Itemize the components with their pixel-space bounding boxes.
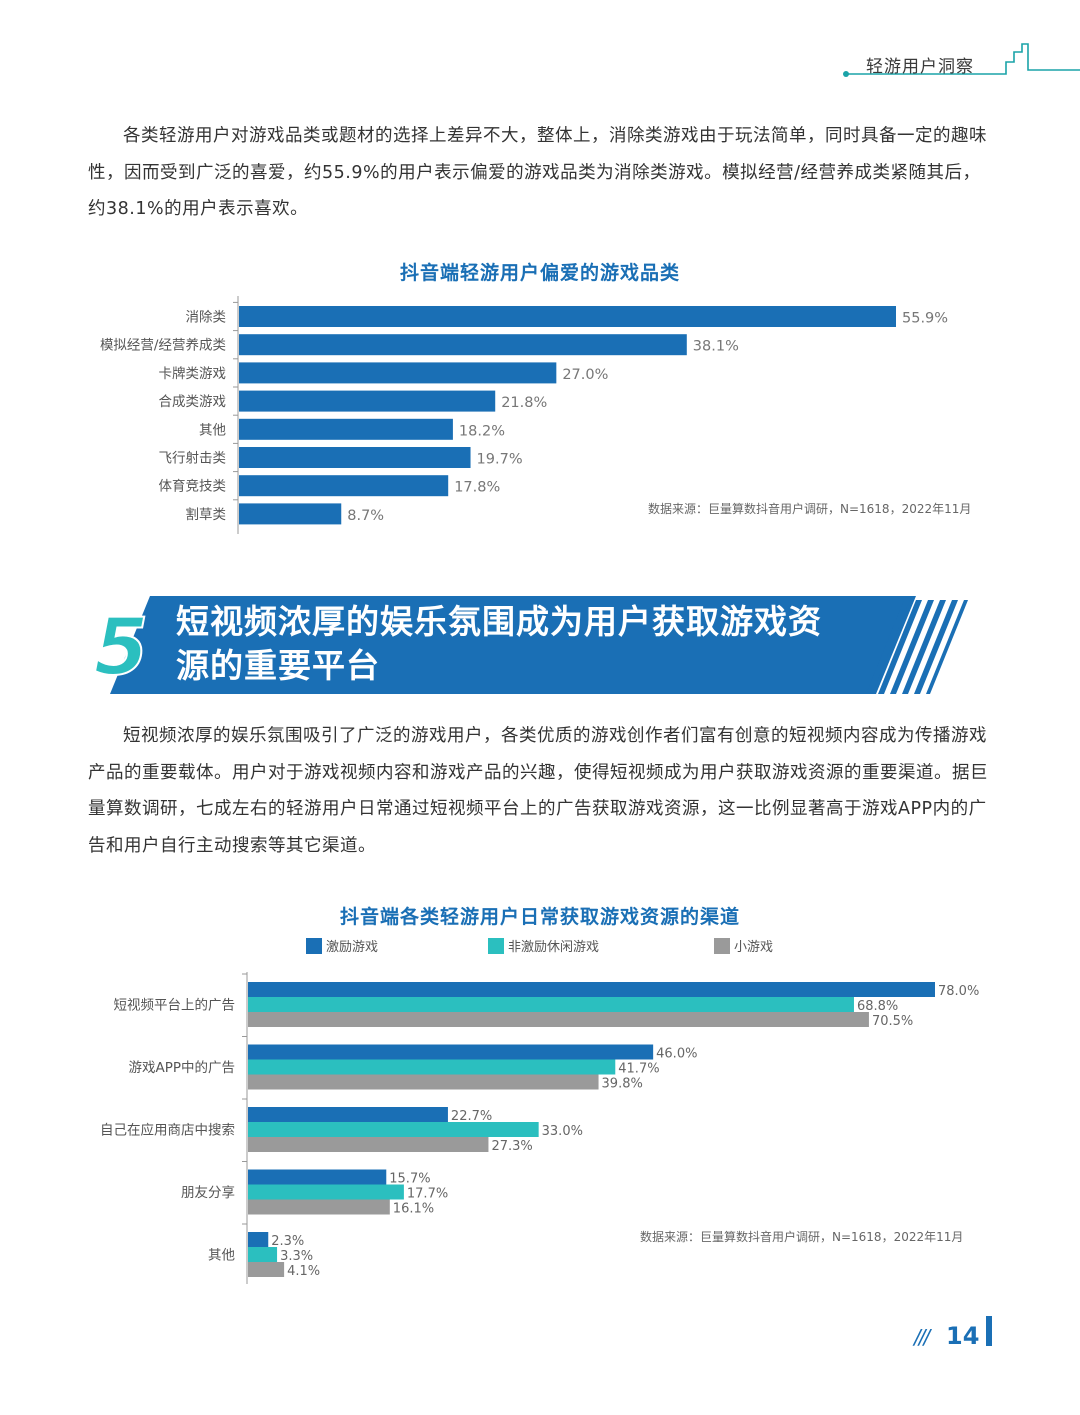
- chart1-bar: [239, 362, 557, 384]
- section-number-icon: 5: [94, 603, 148, 693]
- chart1-value-label: 55.9%: [902, 311, 948, 327]
- chart2-bar: [248, 1232, 269, 1247]
- chart2-category-label: 自己在应用商店中搜索: [100, 1122, 235, 1139]
- chart1-value-label: 8.7%: [347, 508, 384, 524]
- chart2-value-label: 4.1%: [287, 1264, 320, 1279]
- chart2-value-label: 27.3%: [491, 1139, 532, 1154]
- chart1-bar: [239, 418, 453, 440]
- section-title-line2: 源的重要平台: [176, 646, 380, 685]
- chart2-bar: [248, 982, 935, 997]
- chart1-source: 数据来源：巨量算数抖音用户调研，N=1618，2022年11月: [648, 502, 972, 516]
- chart2-bar: [248, 997, 854, 1012]
- header-title: 轻游用户洞察: [866, 57, 974, 77]
- chart1-category-label: 割草类: [186, 506, 227, 523]
- chart1-value-label: 21.8%: [501, 395, 547, 411]
- intro-paragraph: 各类轻游用户对游戏品类或题材的选择上差异不大，整体上，消除类游戏由于玩法简单，同…: [88, 126, 987, 219]
- chart1-bar: [239, 503, 342, 525]
- legend-label: 小游戏: [734, 940, 774, 955]
- chart1-title: 抖音端轻游用户偏爱的游戏品类: [399, 262, 680, 284]
- chart1-bar: [239, 390, 496, 412]
- chart1-value-label: 17.8%: [454, 480, 500, 496]
- legend-label: 非激励休闲游戏: [508, 940, 600, 955]
- chart1-value-label: 38.1%: [693, 339, 739, 355]
- chart2-bar: [248, 1184, 404, 1200]
- legend-item-casual: 非激励休闲游戏: [488, 936, 599, 955]
- chart1-category-label: 消除类: [186, 310, 227, 326]
- chart1-bar: [239, 334, 687, 356]
- chart2-value-label: 17.7%: [407, 1187, 448, 1202]
- chart1-category-label: 合成类游戏: [159, 394, 227, 410]
- chart2-bar: [248, 1247, 278, 1262]
- chart2-source: 数据来源：巨量算数抖音用户调研，N=1618，2022年11月: [640, 1230, 964, 1244]
- page-number-bar: [986, 1316, 992, 1346]
- header-decoration: [843, 43, 1080, 77]
- chart2-bar: [248, 1107, 448, 1122]
- chart2-value-label: 16.1%: [393, 1202, 434, 1217]
- chart2-value-label: 22.7%: [451, 1109, 492, 1124]
- page-number: 14: [946, 1322, 980, 1350]
- chart1: 消除类 55.9% 模拟经营/经营养成类 38.1% 卡牌类游戏 27.0% 合成类游戏 21…: [100, 296, 948, 534]
- legend-item-minigame: 小游戏: [714, 936, 773, 955]
- chart2-bar: [248, 1122, 539, 1137]
- chart2-category-label: 其他: [208, 1248, 235, 1264]
- chart2-bar: [248, 1262, 285, 1277]
- chart1-category-label: 卡牌类游戏: [159, 365, 227, 382]
- chart1-category-label: 飞行射击类: [159, 451, 227, 467]
- section-title: 短视频浓厚的娱乐氛围成为用户获取游戏资 源的重要平台: [176, 600, 822, 688]
- chart2-value-label: 3.3%: [280, 1249, 313, 1264]
- chart2-value-label: 2.3%: [271, 1234, 304, 1249]
- chart2-bar: [248, 1074, 599, 1090]
- chart1-value-label: 19.7%: [477, 452, 523, 468]
- chart2-value-label: 46.0%: [656, 1047, 697, 1062]
- section-paragraph-block: 短视频浓厚的娱乐氛围吸引了广泛的游戏用户，各类优质的游戏创作者们富有创意的短视频…: [88, 718, 994, 864]
- chart2-category-label: 短视频平台上的广告: [114, 998, 236, 1014]
- chart1-bar: [239, 306, 896, 327]
- page-slashes: ///: [914, 1325, 930, 1349]
- chart2-category-label: 游戏APP中的广告: [128, 1060, 235, 1076]
- legend-swatch: [306, 937, 322, 954]
- chart2-title: 抖音端各类轻游用户日常获取游戏资源的渠道: [339, 906, 740, 928]
- legend-label: 激励游戏: [326, 940, 379, 955]
- section-title-line1: 短视频浓厚的娱乐氛围成为用户获取游戏资: [176, 602, 822, 641]
- chart1-category-label: 体育竞技类: [159, 478, 227, 495]
- chart2-value-label: 70.5%: [872, 1014, 913, 1029]
- chart2: 短视频平台上的广告 78.0% 68.8%70.5% 游戏APP中的广告 46.0%41…: [100, 972, 979, 1284]
- chart2-value-label: 78.0%: [938, 984, 979, 999]
- chart2-value-label: 41.7%: [618, 1062, 659, 1077]
- chart2-value-label: 68.8%: [857, 999, 898, 1014]
- chart2-bar: [248, 1012, 869, 1027]
- chart2-value-label: 39.8%: [602, 1077, 643, 1092]
- chart1-bar: [239, 475, 449, 497]
- chart2-value-label: 15.7%: [389, 1172, 430, 1187]
- chart2-bar: [248, 1059, 616, 1075]
- legend-item-incentive: 激励游戏: [306, 936, 378, 955]
- section-banner: 5: [93, 596, 968, 694]
- legend-swatch: [488, 937, 504, 954]
- chart2-bar: [248, 1169, 387, 1185]
- chart2-bar: [248, 1199, 390, 1215]
- chart2-bar: [248, 1044, 654, 1060]
- chart1-value-label: 27.0%: [562, 367, 608, 383]
- chart1-value-label: 18.2%: [459, 423, 505, 439]
- legend-swatch: [714, 937, 730, 954]
- chart2-category-label: 朋友分享: [181, 1184, 235, 1201]
- chart1-category-label: 模拟经营/经营养成类: [100, 338, 226, 354]
- section-paragraph: 短视频浓厚的娱乐氛围吸引了广泛的游戏用户，各类优质的游戏创作者们富有创意的短视频…: [88, 726, 988, 856]
- chart2-value-label: 33.0%: [542, 1124, 583, 1139]
- chart2-bar: [248, 1137, 489, 1152]
- chart1-category-label: 其他: [199, 422, 226, 438]
- chart1-bar: [239, 447, 471, 468]
- intro-paragraph-block: 各类轻游用户对游戏品类或题材的选择上差异不大，整体上，消除类游戏由于玩法简单，同…: [88, 118, 994, 228]
